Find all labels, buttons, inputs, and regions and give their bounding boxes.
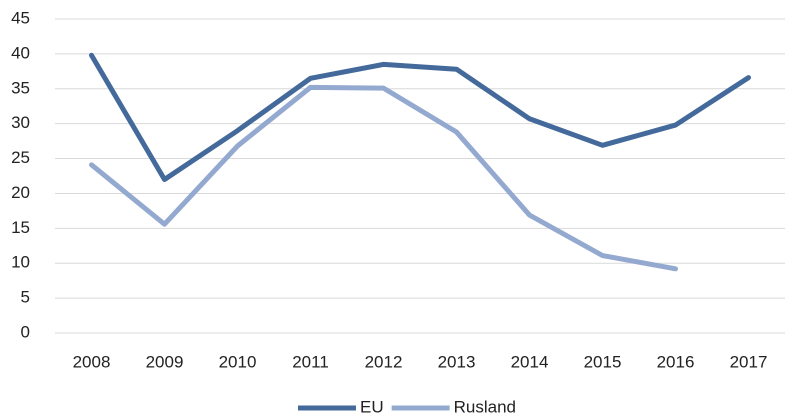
x-tick-label: 2013	[438, 352, 476, 371]
y-tick-label: 25	[11, 148, 30, 167]
x-tick-label: 2008	[73, 352, 111, 371]
series-line	[89, 84, 678, 272]
y-tick-label: 30	[11, 113, 30, 132]
y-tick-label: 0	[21, 322, 30, 341]
y-tick-label: 20	[11, 183, 30, 202]
x-tick-label: 2009	[146, 352, 184, 371]
x-tick-label: 2012	[365, 352, 403, 371]
y-tick-label: 40	[11, 43, 30, 62]
y-tick-label: 10	[11, 253, 30, 272]
y-tick-label: 45	[11, 8, 30, 27]
x-tick-label: 2014	[511, 352, 549, 371]
series-line	[89, 52, 751, 182]
y-tick-label: 35	[11, 78, 30, 97]
x-tick-label: 2017	[730, 352, 768, 371]
x-tick-label: 2011	[292, 352, 329, 371]
y-tick-label: 5	[21, 288, 30, 307]
x-tick-label: 2015	[584, 352, 622, 371]
x-tick-label: 2010	[219, 352, 257, 371]
x-tick-label: 2016	[657, 352, 695, 371]
legend-label: EU	[360, 397, 384, 416]
y-tick-label: 15	[11, 218, 30, 237]
legend-label: Rusland	[454, 397, 516, 416]
